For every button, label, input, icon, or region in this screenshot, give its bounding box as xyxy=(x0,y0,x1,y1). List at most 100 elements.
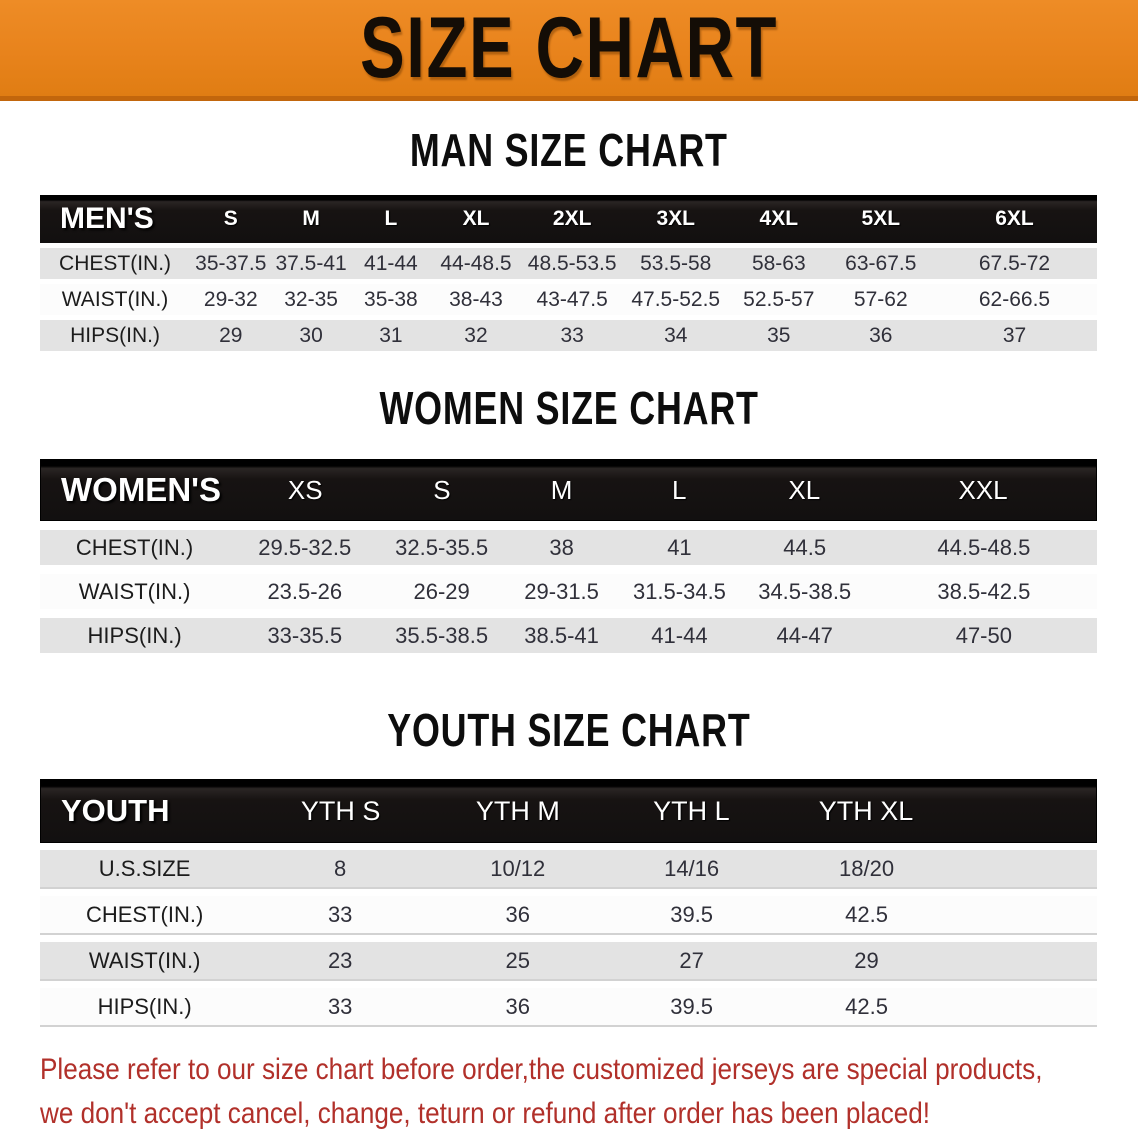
size-value: 41 xyxy=(667,534,692,560)
size-value: 23 xyxy=(327,947,353,973)
banner: SIZE CHART xyxy=(0,0,1138,101)
men-size-table: MEN'S S M L XL 2XL 3XL 4XL 5XL 6XL CHEST… xyxy=(40,195,1097,351)
size-value: 23.5-26 xyxy=(267,578,343,604)
size-value: 35-37.5 xyxy=(195,251,267,275)
size-value: 29-32 xyxy=(203,287,258,311)
size-value: 36 xyxy=(869,323,893,347)
size-value: 37.5-41 xyxy=(275,251,347,275)
size-value: 47-50 xyxy=(955,622,1012,648)
women-table-title: WOMEN'S xyxy=(61,471,222,508)
men-size-col-l: L xyxy=(384,207,398,230)
size-value: 27 xyxy=(679,947,704,973)
disclaimer-line-2: we don't accept cancel, change, teturn o… xyxy=(40,1095,1138,1133)
size-value: 25 xyxy=(505,947,530,973)
size-value: 29 xyxy=(854,947,879,973)
size-value: 18/20 xyxy=(839,855,895,881)
size-value: 32-35 xyxy=(284,287,338,311)
size-value: 47.5-52.5 xyxy=(631,287,721,311)
youth-chest-row: CHEST(IN.) 33 36 39.5 42.5 xyxy=(40,896,1097,935)
size-value: 38-43 xyxy=(449,287,503,311)
youth-section-heading-text: YOUTH SIZE CHART xyxy=(387,704,751,756)
size-value: 44.5 xyxy=(783,534,827,560)
size-value: 57-62 xyxy=(853,287,908,311)
size-value: 35.5-38.5 xyxy=(395,622,489,648)
row-label: WAIST(IN.) xyxy=(78,578,191,604)
women-chest-row: CHEST(IN.) 29.5-32.5 32.5-35.5 38 41 44.… xyxy=(40,530,1097,565)
women-size-col-s: S xyxy=(433,474,451,505)
size-value: 63-67.5 xyxy=(845,251,917,275)
size-value: 62-66.5 xyxy=(978,287,1051,311)
size-value: 39.5 xyxy=(670,901,714,927)
size-value: 14/16 xyxy=(664,855,720,881)
size-value: 35 xyxy=(767,323,791,347)
size-value: 67.5-72 xyxy=(978,251,1051,275)
women-hips-row: HIPS(IN.) 33-35.5 35.5-38.5 38.5-41 41-4… xyxy=(40,618,1097,653)
women-size-col-xxl: XXL xyxy=(958,474,1008,505)
size-value: 29-31.5 xyxy=(524,578,599,604)
size-value: 53.5-58 xyxy=(640,251,712,275)
youth-table-header-row: YOUTH YTH S YTH M YTH L YTH XL xyxy=(40,779,1097,843)
size-value: 41-44 xyxy=(364,251,418,275)
row-label: WAIST(IN.) xyxy=(61,287,169,311)
size-value: 33-35.5 xyxy=(267,622,343,648)
men-size-col-m: M xyxy=(302,207,320,230)
size-value: 44-48.5 xyxy=(440,251,512,275)
size-value: 30 xyxy=(299,323,323,347)
women-waist-row: WAIST(IN.) 23.5-26 26-29 29-31.5 31.5-34… xyxy=(40,574,1097,609)
size-value: 41-44 xyxy=(651,622,708,648)
size-value: 34 xyxy=(664,323,688,347)
women-size-col-m: M xyxy=(550,474,573,505)
size-value: 35-38 xyxy=(364,287,418,311)
size-value: 36 xyxy=(505,993,530,1019)
men-size-col-6xl: 6XL xyxy=(995,207,1034,230)
women-size-table: WOMEN'S XS S M L XL XXL CHEST(IN.) 29.5-… xyxy=(40,459,1097,653)
size-value: 26-29 xyxy=(413,578,470,604)
men-section-heading-text: MAN SIZE CHART xyxy=(410,124,728,176)
men-waist-row: WAIST(IN.) 29-32 32-35 35-38 38-43 43-47… xyxy=(40,284,1097,315)
men-chest-row: CHEST(IN.) 35-37.5 37.5-41 41-44 44-48.5… xyxy=(40,248,1097,279)
men-hips-row: HIPS(IN.) 29 30 31 32 33 34 35 36 37 xyxy=(40,320,1097,351)
size-value: 10/12 xyxy=(490,855,546,881)
women-section-heading: WOMEN SIZE CHART xyxy=(0,383,1138,433)
youth-table-title: YOUTH xyxy=(61,793,170,828)
youth-section-heading: YOUTH SIZE CHART xyxy=(0,705,1138,755)
size-value: 29 xyxy=(219,323,243,347)
size-value: 58-63 xyxy=(751,251,806,275)
row-label: CHEST(IN.) xyxy=(85,901,204,927)
men-size-col-5xl: 5XL xyxy=(861,207,901,230)
men-size-col-2xl: 2XL xyxy=(552,207,592,230)
youth-size-col-l: YTH L xyxy=(653,795,730,826)
men-table-title: MEN'S xyxy=(60,202,154,235)
disclaimer: Please refer to our size chart before or… xyxy=(40,1051,1138,1133)
row-label: HIPS(IN.) xyxy=(87,622,182,648)
men-table-header-row: MEN'S S M L XL 2XL 3XL 4XL 5XL 6XL xyxy=(40,195,1097,243)
banner-title: SIZE CHART xyxy=(359,0,779,96)
size-value: 29.5-32.5 xyxy=(258,534,352,560)
row-label: HIPS(IN.) xyxy=(97,993,192,1019)
men-size-col-4xl: 4XL xyxy=(759,207,799,230)
youth-ussize-row: U.S.SIZE 8 10/12 14/16 18/20 xyxy=(40,850,1097,889)
size-value: 8 xyxy=(334,855,347,881)
women-size-col-xs: XS xyxy=(287,474,323,505)
size-value: 44.5-48.5 xyxy=(937,534,1031,560)
size-value: 39.5 xyxy=(670,993,714,1019)
youth-waist-row: WAIST(IN.) 23 25 27 29 xyxy=(40,942,1097,981)
size-value: 44-47 xyxy=(776,622,833,648)
size-value: 34.5-38.5 xyxy=(758,578,852,604)
size-value: 32.5-35.5 xyxy=(395,534,489,560)
size-value: 38.5-42.5 xyxy=(937,578,1031,604)
size-value: 31 xyxy=(379,323,403,347)
youth-size-col-xl: YTH XL xyxy=(818,795,914,826)
youth-size-table: YOUTH YTH S YTH M YTH L YTH XL U.S.SIZE … xyxy=(40,779,1097,1027)
disclaimer-line-2-text: we don't accept cancel, change, teturn o… xyxy=(40,1097,931,1130)
youth-size-col-m: YTH M xyxy=(475,795,560,826)
size-value: 33 xyxy=(560,323,584,347)
row-label: WAIST(IN.) xyxy=(88,947,201,973)
women-section-heading-text: WOMEN SIZE CHART xyxy=(379,382,759,434)
disclaimer-line-1: Please refer to our size chart before or… xyxy=(40,1051,1138,1089)
youth-hips-row: HIPS(IN.) 33 36 39.5 42.5 xyxy=(40,988,1097,1027)
women-size-col-xl: XL xyxy=(788,474,821,505)
size-value: 38 xyxy=(549,534,574,560)
size-value: 38.5-41 xyxy=(524,622,599,648)
size-value: 42.5 xyxy=(845,993,888,1019)
